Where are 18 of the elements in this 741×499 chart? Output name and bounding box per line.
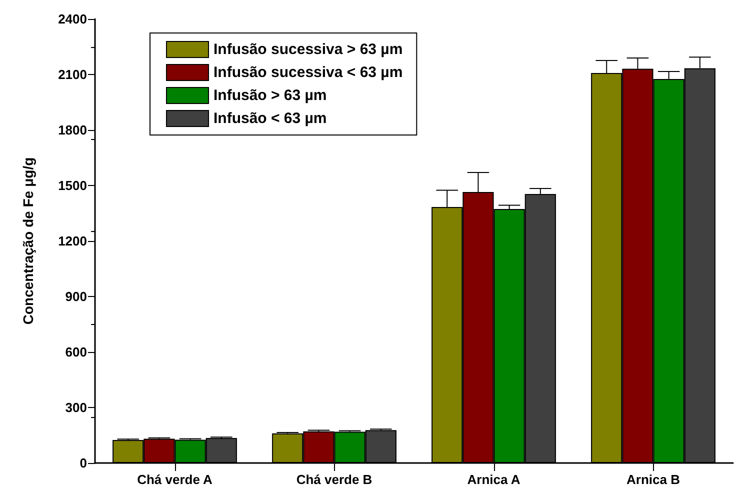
- y-tick-label: 2400: [58, 12, 87, 26]
- legend-label: Infusão > 63 µm: [214, 87, 327, 104]
- legend-label: Infusão < 63 µm: [214, 110, 327, 127]
- x-tick-label: Chá verde A: [137, 472, 214, 487]
- y-axis-title: Concentração de Fe μg/g: [20, 157, 36, 325]
- y-tick-label: 1800: [58, 122, 87, 138]
- y-tick-label: 0: [80, 456, 87, 470]
- legend-label: Infusão sucessiva > 63 µm: [214, 41, 403, 58]
- y-tick-label: 2100: [58, 67, 87, 82]
- y-tick-label: 900: [65, 289, 87, 304]
- y-tick-label: 1500: [58, 178, 87, 193]
- x-tick-label: Arnica B: [626, 472, 680, 487]
- x-tick-label: Arnica A: [467, 472, 521, 487]
- y-tick-label: 600: [65, 344, 87, 360]
- x-tick-label: Chá verde B: [296, 472, 372, 487]
- y-tick-label: 300: [65, 400, 87, 415]
- y-tick-label: 1200: [58, 234, 87, 248]
- legend-label: Infusão sucessiva < 63 µm: [214, 64, 403, 81]
